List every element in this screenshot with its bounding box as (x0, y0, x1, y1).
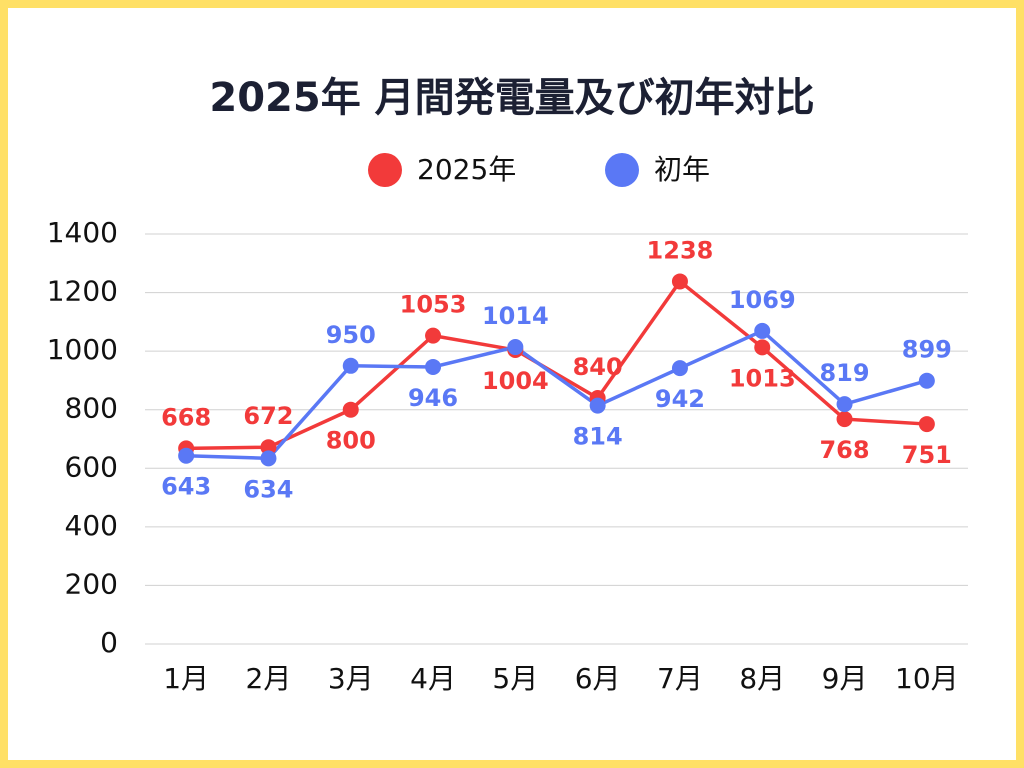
data-label: 672 (243, 402, 293, 430)
x-tick-label: 7月 (657, 662, 703, 695)
x-tick-label: 4月 (410, 662, 456, 695)
data-label: 840 (573, 353, 623, 381)
x-tick-label: 5月 (492, 662, 538, 695)
data-label: 819 (819, 359, 869, 387)
data-label: 942 (655, 385, 705, 413)
data-label: 768 (819, 436, 869, 464)
x-tick-label: 9月 (822, 662, 868, 695)
x-tick-label: 8月 (739, 662, 785, 695)
data-point (425, 358, 442, 375)
data-label: 668 (161, 403, 211, 431)
data-label: 1238 (647, 236, 714, 264)
data-point (671, 273, 688, 290)
data-point (342, 357, 359, 374)
data-label: 1004 (482, 367, 549, 395)
y-tick-label: 0 (100, 626, 118, 659)
data-point (260, 450, 277, 467)
series-line (186, 328, 928, 461)
data-label: 946 (408, 384, 458, 412)
legend-marker (605, 153, 639, 187)
data-label: 751 (902, 441, 952, 469)
data-point (836, 396, 853, 413)
x-tick-label: 2月 (246, 662, 292, 695)
data-label: 643 (161, 473, 211, 501)
data-point (178, 447, 195, 464)
data-point (589, 397, 606, 414)
series-line (186, 278, 927, 451)
y-tick-label: 1400 (47, 216, 118, 249)
legend-label: 2025年 (417, 153, 516, 186)
legend-marker (368, 153, 402, 187)
data-point (342, 401, 359, 418)
data-point (507, 339, 524, 356)
data-point (754, 322, 771, 339)
x-tick-label: 6月 (575, 662, 621, 695)
y-tick-label: 1200 (47, 275, 118, 308)
data-label: 1069 (729, 286, 796, 314)
data-label: 800 (326, 427, 376, 455)
y-tick-label: 800 (65, 392, 118, 425)
y-tick-label: 1000 (47, 333, 118, 366)
x-tick-label: 10月 (895, 662, 959, 695)
chart-title: 2025年 月間発電量及び初年対比 (209, 75, 814, 121)
data-label: 814 (573, 423, 623, 451)
data-label: 634 (243, 475, 293, 503)
x-tick-label: 3月 (328, 662, 374, 695)
data-point (836, 411, 853, 428)
data-point (425, 327, 442, 344)
data-label: 950 (326, 321, 376, 349)
data-point (260, 439, 277, 456)
y-tick-label: 600 (65, 450, 118, 483)
data-point (918, 372, 935, 389)
data-label: 1014 (482, 302, 549, 330)
data-point (918, 416, 935, 433)
data-point (754, 339, 771, 356)
data-label: 899 (902, 336, 952, 364)
data-point (671, 360, 688, 377)
y-tick-label: 400 (65, 509, 118, 542)
data-label: 1053 (400, 291, 467, 319)
data-label: 1013 (729, 364, 796, 392)
legend-label: 初年 (654, 153, 710, 186)
y-tick-label: 200 (65, 567, 118, 600)
x-tick-label: 1月 (163, 662, 209, 695)
